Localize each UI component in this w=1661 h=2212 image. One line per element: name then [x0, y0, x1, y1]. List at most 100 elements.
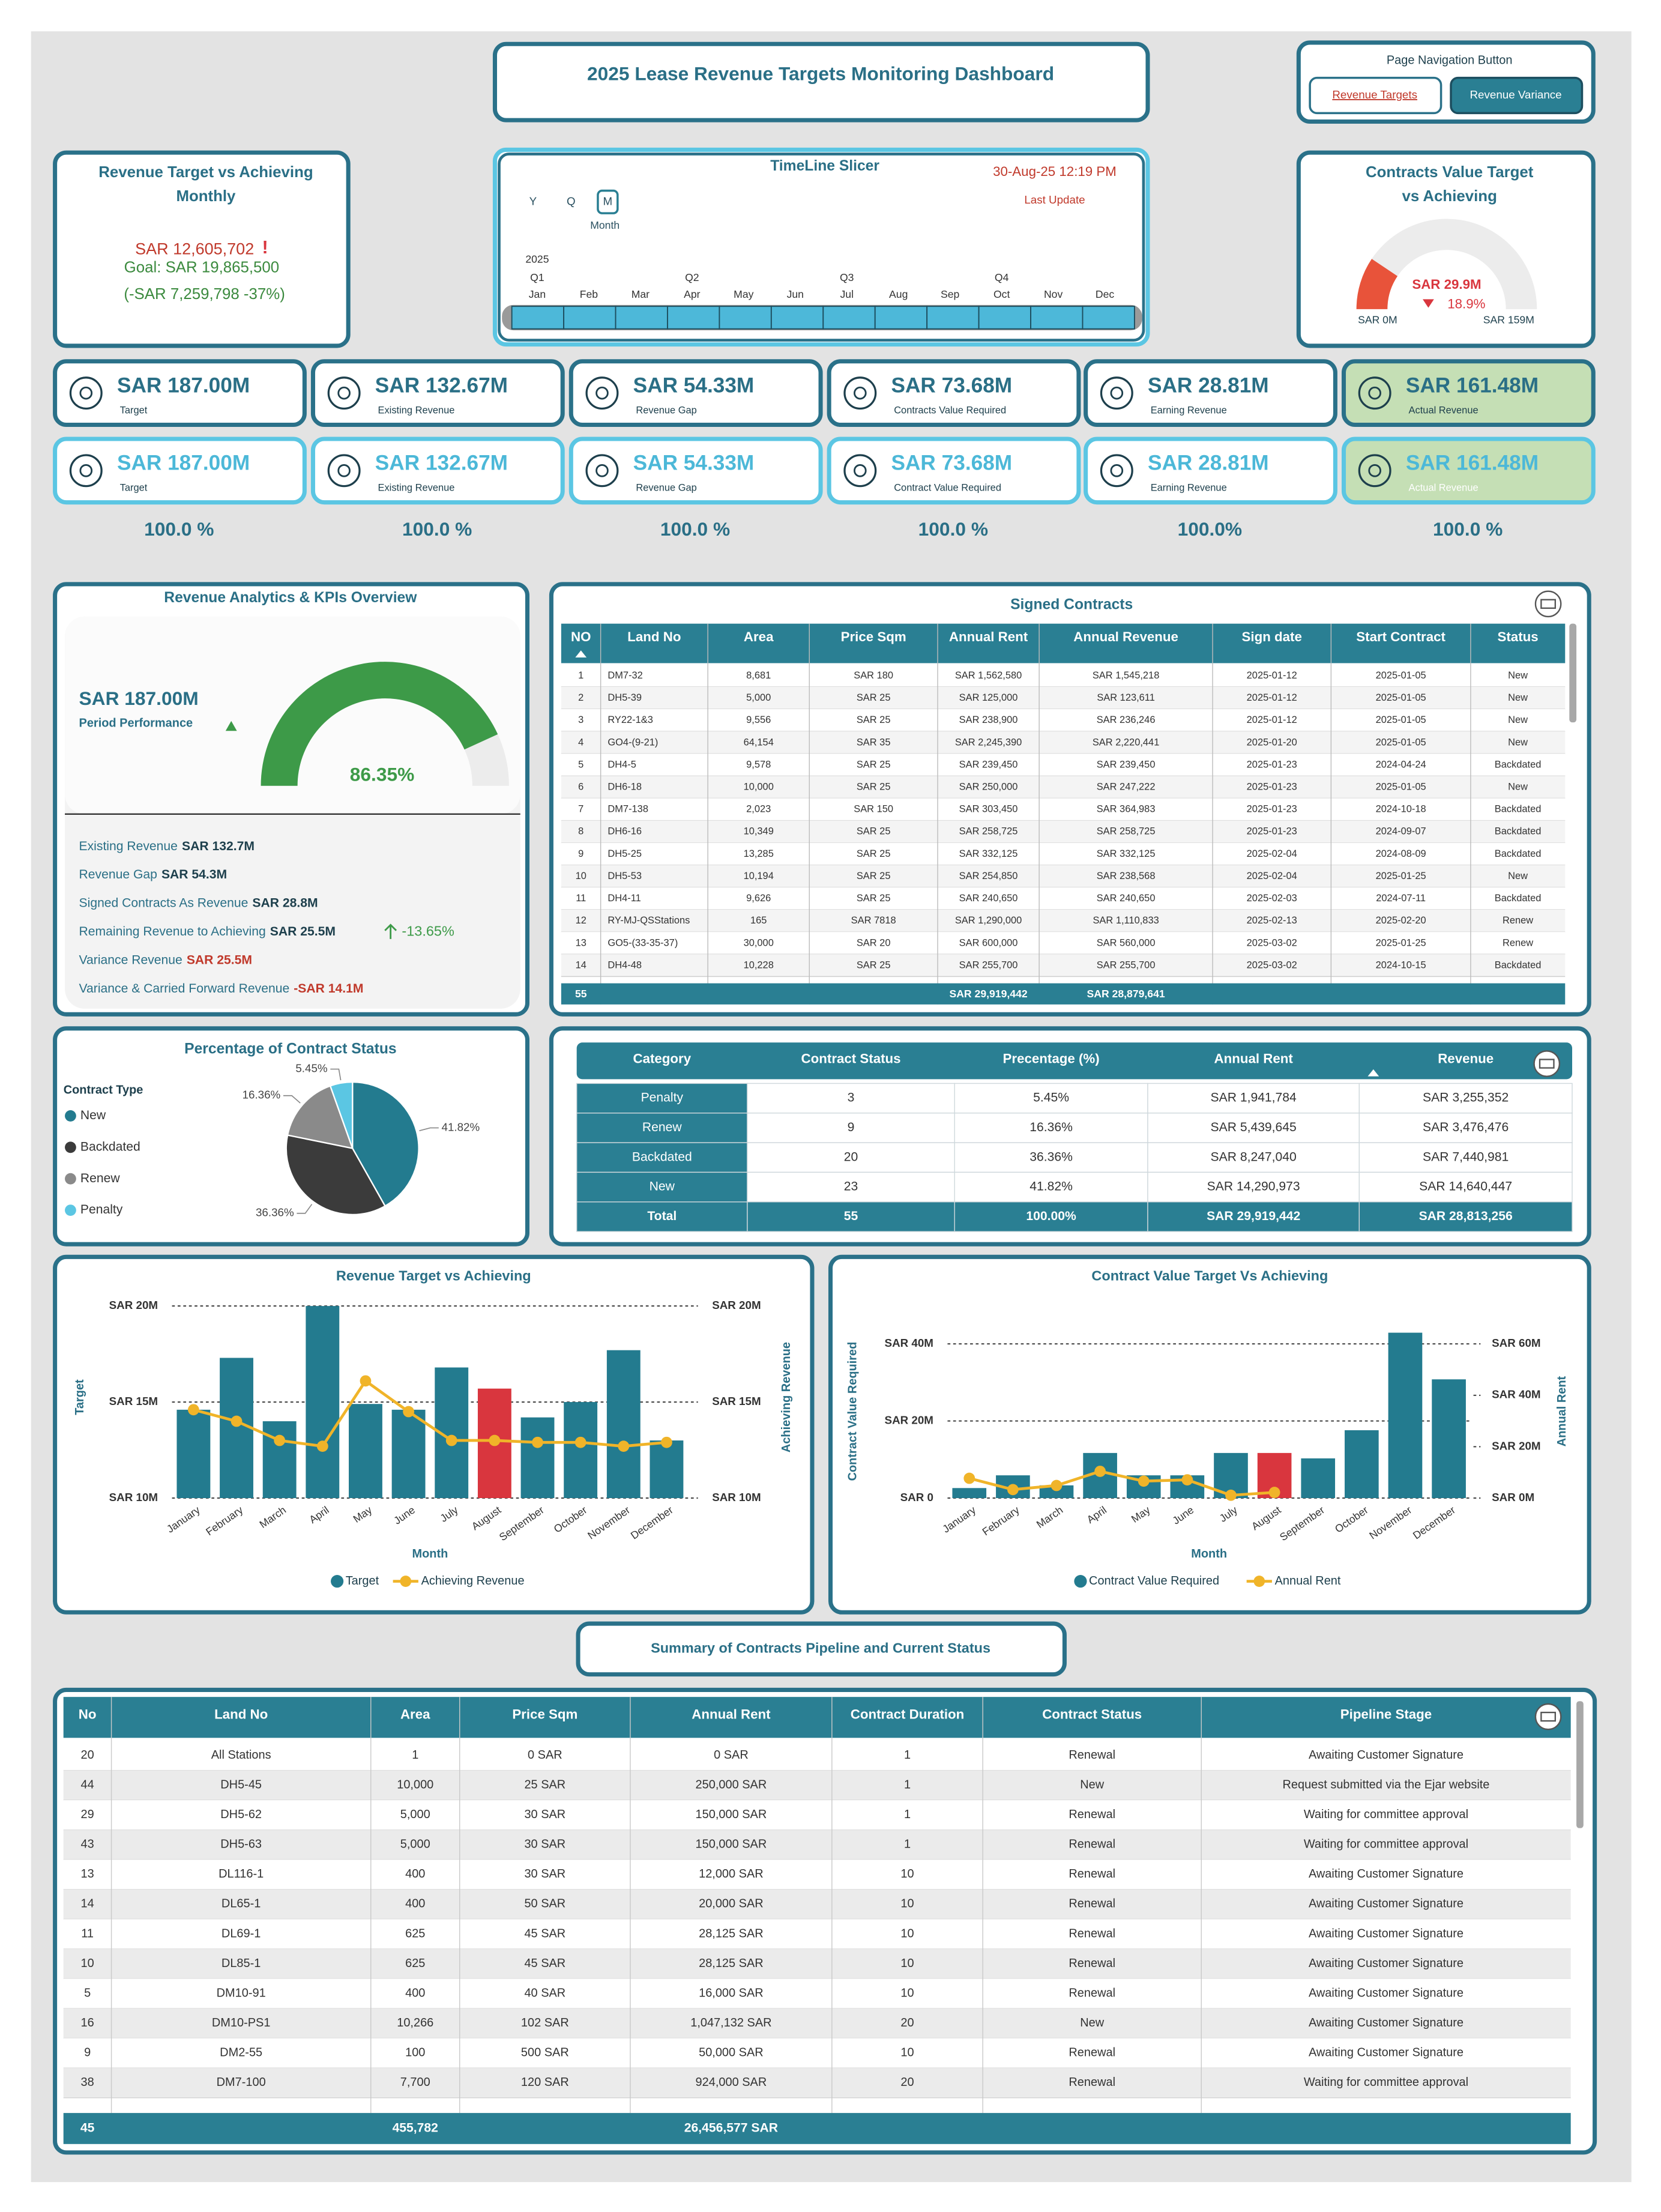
column-header: Category: [633, 1051, 691, 1066]
table-cell: 2025-01-12: [1247, 692, 1297, 703]
table-cell: 2025-01-05: [1376, 692, 1426, 703]
y2-axis-title: Annual Rent: [1555, 1376, 1569, 1446]
table-cell: 40 SAR: [524, 1986, 565, 1999]
nav-button[interactable]: [1450, 76, 1584, 115]
table-cell: Request submitted via the Ejar website: [1282, 1778, 1489, 1791]
month-label: Aug: [889, 288, 908, 300]
column-header: Area: [400, 1707, 430, 1722]
month-cell[interactable]: [926, 306, 980, 330]
table-cell: DH4-48: [607, 959, 642, 970]
month-cell[interactable]: [667, 306, 720, 330]
month-cell[interactable]: [563, 306, 616, 330]
table-cell: Renew: [1503, 915, 1533, 926]
month-cell[interactable]: [978, 306, 1031, 330]
kpi-icon-dot: [1110, 386, 1124, 400]
table-row: [63, 2068, 1571, 2098]
kpi-value: SAR 54.33M: [633, 373, 755, 397]
kpi-line-label: Variance Revenue: [79, 953, 182, 967]
month-cell[interactable]: [1030, 306, 1084, 330]
total-cell: 55: [844, 1209, 858, 1223]
table-header: [576, 1042, 1573, 1080]
table-cell: DH4-5: [607, 759, 636, 770]
level-option[interactable]: M: [603, 195, 613, 207]
line-point: [574, 1436, 586, 1448]
kpi-card: [1084, 359, 1337, 428]
table-cell: Penalty: [641, 1091, 684, 1105]
table-cell: 1: [904, 1838, 911, 1851]
table-cell: 6: [578, 781, 583, 792]
scrollbar[interactable]: [1576, 1701, 1584, 1828]
month-cell[interactable]: [615, 306, 668, 330]
nav-button[interactable]: [1309, 76, 1442, 115]
table-cell: New: [1508, 670, 1528, 681]
table-cell: 10,349: [744, 826, 774, 837]
panel-title: Revenue Analytics & KPIs Overview: [164, 590, 417, 606]
table-cell: Backdated: [1495, 848, 1542, 859]
table-cell: 9: [578, 848, 583, 859]
table-row: [561, 798, 1566, 821]
kpi-icon: [843, 376, 877, 410]
nav-button-label[interactable]: Revenue Targets: [1332, 88, 1417, 101]
nav-button-label[interactable]: Revenue Variance: [1470, 88, 1561, 101]
last-update-time: 30-Aug-25 12:19 PM: [993, 164, 1117, 179]
table-cell-bg: [954, 1201, 1148, 1232]
table-cell: Renewal: [1069, 1838, 1115, 1851]
table-cell: 1,047,132 SAR: [690, 2016, 771, 2029]
legend-swatch-dot: [400, 1576, 412, 1587]
table-cell: RY22-1&3: [607, 715, 653, 725]
variance: (-SAR 7,259,798 -37%): [124, 286, 285, 303]
level-option[interactable]: Q: [567, 195, 576, 207]
line-point: [231, 1415, 243, 1427]
table-row: [63, 1889, 1571, 1920]
level-option[interactable]: Y: [529, 195, 537, 207]
total-cell: 455,782: [393, 2121, 438, 2135]
scrollbar[interactable]: [1569, 623, 1577, 723]
month-cell[interactable]: [770, 306, 824, 330]
table-cell: Awaiting Customer Signature: [1309, 2016, 1464, 2029]
month-cell[interactable]: [511, 306, 565, 330]
month-cell[interactable]: [822, 306, 876, 330]
print-icon[interactable]: [1533, 1050, 1561, 1077]
month-cell[interactable]: [719, 306, 772, 330]
kpi-percent: 100.0 %: [402, 518, 472, 540]
print-icon[interactable]: [1534, 1703, 1562, 1730]
print-icon[interactable]: [1534, 590, 1562, 618]
legend-swatch: [65, 1204, 76, 1216]
last-update-label: Last Update: [1024, 193, 1085, 206]
kpi-value: SAR 161.48M: [1406, 452, 1539, 475]
y-tick-label: SAR 10M: [109, 1491, 158, 1503]
bar: [952, 1488, 987, 1498]
table-row: [561, 932, 1566, 955]
kpi-value: SAR 73.68M: [891, 452, 1013, 475]
table-row: [63, 1770, 1571, 1801]
total-cell: 55: [575, 988, 587, 1000]
line-point: [1094, 1466, 1106, 1477]
column-header: Area: [744, 629, 774, 644]
kpi-line: Revenue Gap SAR 54.3M: [79, 868, 228, 881]
table-cell: 41.82%: [1029, 1180, 1073, 1194]
kpi-icon: [1100, 376, 1133, 410]
table-cell: SAR 25: [857, 759, 891, 770]
kpi-icon-dot: [79, 464, 93, 477]
table-cell-bg: [1358, 1083, 1573, 1114]
table-cell: DL116-1: [219, 1867, 264, 1881]
table-cell: SAR 180: [854, 670, 893, 681]
month-cell[interactable]: [1082, 306, 1135, 330]
total-cell: Total: [647, 1209, 677, 1223]
table-cell: 2025-01-23: [1247, 759, 1297, 770]
month-cell[interactable]: [874, 306, 928, 330]
line-point: [1225, 1489, 1237, 1501]
kpi-card: [568, 359, 823, 428]
kpi-line-value: SAR 132.7M: [182, 839, 255, 853]
y-axis-title: Contract Value Required: [846, 1342, 859, 1481]
bar: [262, 1421, 297, 1498]
kpi-card: [1341, 437, 1596, 505]
table-cell: 150,000 SAR: [696, 1838, 767, 1851]
table-cell-bg: [1147, 1083, 1360, 1114]
table-cell: 5: [578, 759, 583, 770]
table-cell: DM7-100: [217, 2076, 266, 2089]
table-cell: SAR 238,900: [959, 715, 1018, 725]
column-header: Annual Rent: [949, 629, 1028, 644]
table-row: [561, 887, 1566, 910]
text-line: vs Achieving: [1402, 188, 1497, 205]
